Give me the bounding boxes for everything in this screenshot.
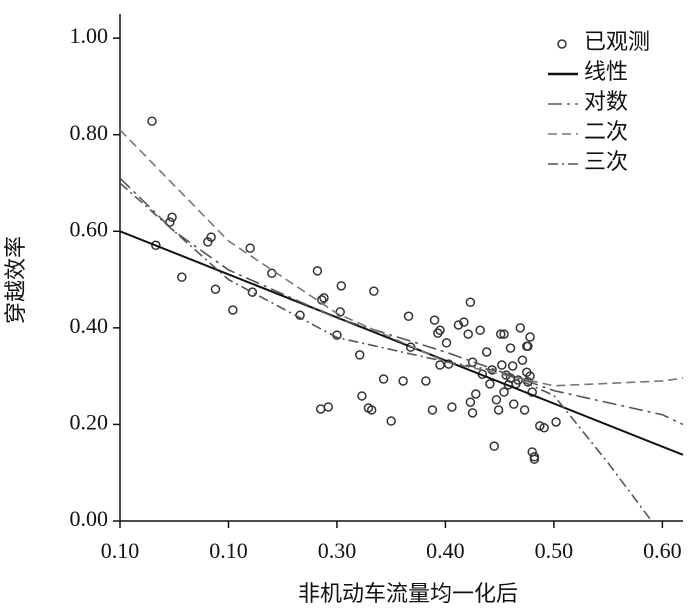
point <box>441 338 452 348</box>
x-tick-label: 0.30 <box>318 538 357 563</box>
fit-line <box>119 182 653 522</box>
point <box>366 405 377 415</box>
point <box>517 355 528 365</box>
point <box>535 421 545 431</box>
point <box>527 387 537 397</box>
x-tick-label: 0.50 <box>535 538 574 563</box>
point <box>489 441 499 451</box>
point <box>323 402 334 412</box>
point <box>551 417 561 427</box>
point <box>453 320 464 330</box>
point <box>505 343 516 353</box>
point <box>465 297 476 308</box>
point <box>357 391 367 401</box>
point <box>319 293 329 303</box>
point <box>312 266 323 276</box>
point <box>509 399 519 409</box>
point <box>398 376 408 386</box>
point <box>336 281 347 291</box>
point <box>435 325 445 336</box>
point <box>497 360 507 370</box>
y-tick-label: 0.00 <box>70 506 109 531</box>
y-tick-label: 1.00 <box>70 23 109 48</box>
point <box>493 405 504 415</box>
point <box>429 315 440 325</box>
point <box>245 243 255 253</box>
y-axis-label: 穿越效率 <box>3 236 28 324</box>
point <box>499 387 509 397</box>
point <box>369 286 379 296</box>
legend-label: 线性 <box>584 59 628 84</box>
x-tick-label: 0.10 <box>101 538 140 563</box>
point <box>335 307 345 317</box>
point <box>421 376 431 386</box>
x-tick-label: 0.40 <box>426 538 465 563</box>
point <box>177 272 187 282</box>
point <box>167 212 177 223</box>
point <box>378 374 389 384</box>
point <box>386 416 396 426</box>
point <box>403 311 414 322</box>
point <box>206 232 216 242</box>
point <box>485 379 495 389</box>
point <box>496 329 506 339</box>
fit-line <box>119 177 684 426</box>
point <box>465 397 476 407</box>
point <box>519 405 530 415</box>
point <box>147 116 157 126</box>
legend-label: 二次 <box>584 119 628 144</box>
point <box>515 323 526 333</box>
point <box>228 305 238 315</box>
fit-line <box>119 230 684 456</box>
point <box>523 341 533 351</box>
x-tick-label: 0.60 <box>643 538 682 563</box>
point <box>475 325 485 336</box>
point <box>354 350 365 360</box>
point <box>427 405 438 415</box>
point <box>435 360 445 370</box>
point <box>513 375 523 385</box>
legend-label: 三次 <box>584 149 628 174</box>
x-axis-label: 非机动车流量均一化后 <box>298 581 518 606</box>
point <box>459 317 469 327</box>
point <box>525 332 535 342</box>
point <box>151 240 161 251</box>
point <box>267 268 277 279</box>
point <box>481 347 492 357</box>
x-tick-label: 0.10 <box>209 538 248 563</box>
y-tick-label: 0.60 <box>70 216 109 241</box>
y-tick-label: 0.20 <box>70 409 109 434</box>
point <box>499 329 509 339</box>
y-tick-label: 0.40 <box>70 313 109 338</box>
point <box>463 329 473 339</box>
point <box>467 408 478 418</box>
legend-label: 对数 <box>584 89 628 114</box>
point <box>491 395 502 405</box>
y-tick-label: 0.80 <box>70 120 109 145</box>
point <box>471 389 481 399</box>
point <box>247 287 258 297</box>
point <box>447 402 457 412</box>
point <box>210 284 221 294</box>
point <box>507 361 518 371</box>
legend-symbol <box>557 39 567 49</box>
legend-label: 已观测 <box>584 29 650 54</box>
point <box>539 423 549 433</box>
point <box>529 454 540 464</box>
fit-line <box>119 129 684 387</box>
point <box>315 404 326 414</box>
